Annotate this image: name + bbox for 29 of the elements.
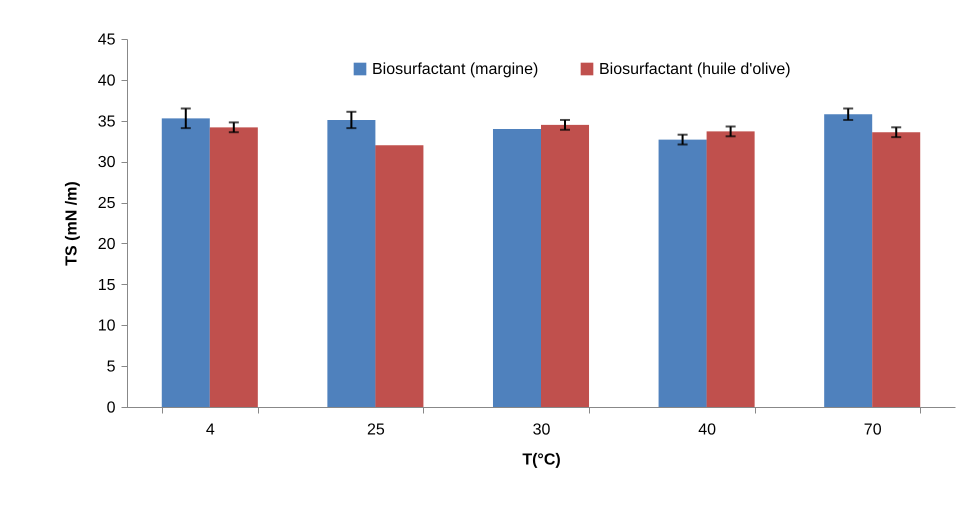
bar xyxy=(210,127,258,407)
y-tick-label: 0 xyxy=(106,400,116,416)
y-tick-label: 35 xyxy=(98,113,116,130)
y-tick-label: 40 xyxy=(98,72,116,90)
y-axis-title: TS (mN /m) xyxy=(64,181,81,266)
y-tick-label: 30 xyxy=(98,154,116,172)
bar xyxy=(375,145,424,407)
y-tick-label: 15 xyxy=(98,276,116,294)
x-tick-label: 40 xyxy=(698,422,716,438)
x-tick-label: 30 xyxy=(532,422,550,438)
bar xyxy=(706,131,755,407)
x-tick-label: 4 xyxy=(206,422,215,438)
legend-label: Biosurfactant (margine) xyxy=(372,61,538,78)
y-tick-label: 5 xyxy=(106,358,116,376)
y-tick-label: 25 xyxy=(98,195,116,212)
bar xyxy=(162,118,210,407)
bar xyxy=(327,120,376,407)
legend-label: Biosurfactant (huile d'olive) xyxy=(599,61,791,78)
y-tick-label: 45 xyxy=(98,32,116,48)
bar xyxy=(872,132,920,407)
bar xyxy=(658,140,707,407)
y-tick-label: 10 xyxy=(98,318,116,335)
x-tick-label: 70 xyxy=(864,422,882,438)
y-tick-label: 20 xyxy=(98,236,116,253)
bar xyxy=(824,114,872,407)
x-axis-title: T(°C) xyxy=(522,452,561,468)
x-tick-label: 25 xyxy=(367,422,385,438)
bar xyxy=(492,128,541,407)
bar xyxy=(541,124,590,407)
